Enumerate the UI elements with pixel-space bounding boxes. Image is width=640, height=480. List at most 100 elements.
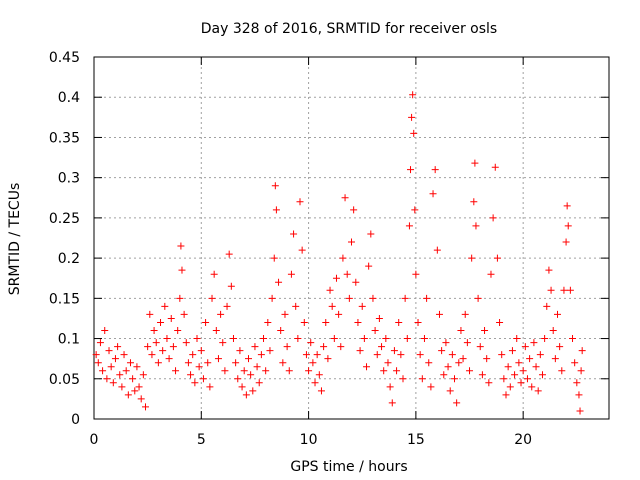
data-point: [249, 387, 257, 395]
data-point: [163, 335, 171, 343]
data-point: [191, 379, 199, 387]
data-point: [521, 343, 529, 351]
data-point: [367, 230, 375, 238]
data-point: [373, 351, 381, 359]
data-point: [197, 347, 205, 355]
data-point: [99, 367, 107, 375]
data-point: [425, 359, 433, 367]
data-point: [335, 310, 343, 318]
data-point: [466, 367, 474, 375]
data-point: [169, 343, 177, 351]
data-point: [423, 294, 431, 302]
data-point: [311, 379, 319, 387]
data-point: [508, 347, 516, 355]
data-point: [493, 254, 501, 262]
data-point: [576, 407, 584, 415]
data-point: [210, 270, 218, 278]
data-point: [384, 359, 392, 367]
y-tick-label: 0.3: [58, 171, 80, 187]
data-point: [150, 327, 158, 335]
data-point: [103, 375, 111, 383]
data-point: [470, 198, 478, 206]
data-point: [354, 318, 362, 326]
data-point: [227, 282, 235, 290]
data-points: [92, 91, 586, 415]
data-point: [154, 359, 162, 367]
data-point: [448, 351, 456, 359]
data-point: [146, 310, 154, 318]
data-point: [528, 383, 536, 391]
data-point: [337, 343, 345, 351]
data-point: [408, 113, 416, 121]
data-point: [463, 339, 471, 347]
data-point: [461, 310, 469, 318]
data-point: [451, 375, 458, 383]
data-point: [305, 367, 313, 375]
data-point: [474, 294, 482, 302]
data-point: [515, 359, 523, 367]
data-point: [225, 250, 233, 258]
data-point: [290, 230, 298, 238]
data-point: [401, 294, 409, 302]
data-point: [562, 238, 570, 246]
data-point: [332, 274, 340, 282]
data-point: [187, 371, 195, 379]
data-point: [530, 339, 538, 347]
data-point: [390, 347, 398, 355]
y-tick-label: 0.05: [49, 372, 80, 388]
data-point: [313, 351, 321, 359]
data-point: [165, 355, 173, 363]
x-tick-label: 10: [300, 432, 318, 448]
data-point: [294, 335, 302, 343]
data-point: [350, 206, 358, 214]
data-point: [575, 391, 583, 399]
data-point: [281, 310, 289, 318]
data-point: [573, 379, 581, 387]
data-point: [219, 339, 227, 347]
data-point: [302, 351, 310, 359]
data-point: [414, 318, 422, 326]
data-point: [285, 367, 293, 375]
data-point: [206, 383, 214, 391]
data-point: [356, 347, 364, 355]
data-point: [517, 379, 525, 387]
data-point: [177, 242, 185, 250]
data-point: [234, 375, 242, 383]
data-point: [124, 391, 132, 399]
data-point: [253, 363, 261, 371]
data-point: [193, 335, 201, 343]
data-point: [577, 367, 585, 375]
data-point: [418, 375, 426, 383]
data-point: [578, 347, 586, 355]
data-point: [498, 351, 506, 359]
data-point: [122, 367, 130, 375]
data-point: [275, 278, 283, 286]
axes: [93, 56, 610, 420]
data-point: [152, 339, 160, 347]
y-tick-labels: 0 0.05 0.1 0.15 0.2 0.25 0.3 0.35 0.4 0.45: [49, 50, 80, 428]
data-point: [365, 262, 373, 270]
data-point: [277, 327, 285, 335]
data-point: [536, 351, 544, 359]
data-point: [345, 294, 353, 302]
data-point: [442, 339, 450, 347]
data-point: [178, 266, 186, 274]
data-point: [298, 246, 306, 254]
data-point: [107, 363, 115, 371]
data-point: [534, 387, 542, 395]
data-point: [491, 163, 499, 171]
data-point: [504, 363, 512, 371]
data-point: [489, 214, 497, 222]
data-point: [92, 351, 100, 359]
data-point: [523, 375, 531, 383]
data-point: [111, 355, 119, 363]
data-point: [270, 254, 278, 262]
data-point: [341, 194, 349, 202]
data-point: [212, 327, 220, 335]
data-point: [271, 182, 279, 190]
data-point: [481, 327, 489, 335]
data-point: [217, 310, 225, 318]
data-point: [556, 343, 564, 351]
data-point: [506, 383, 514, 391]
